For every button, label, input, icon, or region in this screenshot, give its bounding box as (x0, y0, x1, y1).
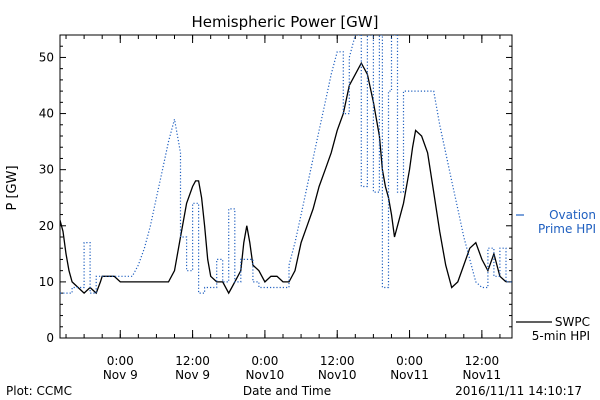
x-tick-time: 0:00 (251, 354, 278, 368)
y-axis-ticks: 0 10 20 30 40 50 (39, 34, 512, 345)
legend-label-ovation-1: Ovation (549, 208, 596, 222)
x-axis-label: Date and Time (243, 384, 331, 398)
y-tick-label: 30 (39, 163, 54, 177)
series-line-1 (60, 61, 507, 295)
x-tick-date: Nov11 (463, 368, 502, 382)
legend-label-swpc-1: SWPC (555, 315, 590, 329)
y-axis-label: P [GW] (5, 165, 20, 210)
legend-label-ovation-2: Prime HPI (538, 222, 596, 236)
x-tick-time: 12:00 (320, 354, 355, 368)
y-tick-label: 20 (39, 219, 54, 233)
series-layer (60, 35, 512, 295)
legend-label-swpc-2: 5-min HPI (532, 329, 590, 343)
x-tick-date: Nov 9 (103, 368, 138, 382)
x-tick-time: 12:00 (465, 354, 500, 368)
x-tick-time: 12:00 (175, 354, 210, 368)
y-tick-label: 0 (46, 331, 54, 345)
x-tick-time: 0:00 (107, 354, 134, 368)
x-tick-date: Nov10 (318, 368, 357, 382)
x-tick-date: Nov11 (390, 368, 429, 382)
y-tick-label: 10 (39, 275, 54, 289)
x-tick-date: Nov 9 (175, 368, 210, 382)
plot-timestamp: 2016/11/11 14:10:17 (455, 384, 582, 398)
x-tick-date: Nov10 (246, 368, 285, 382)
y-tick-label: 50 (39, 50, 54, 64)
series-line-2 (60, 35, 512, 294)
x-tick-time: 0:00 (396, 354, 423, 368)
y-tick-label: 40 (39, 107, 54, 121)
plot-frame (59, 34, 513, 339)
chart-title: Hemispheric Power [GW] (192, 13, 379, 31)
plot-credit: Plot: CCMC (6, 384, 72, 398)
